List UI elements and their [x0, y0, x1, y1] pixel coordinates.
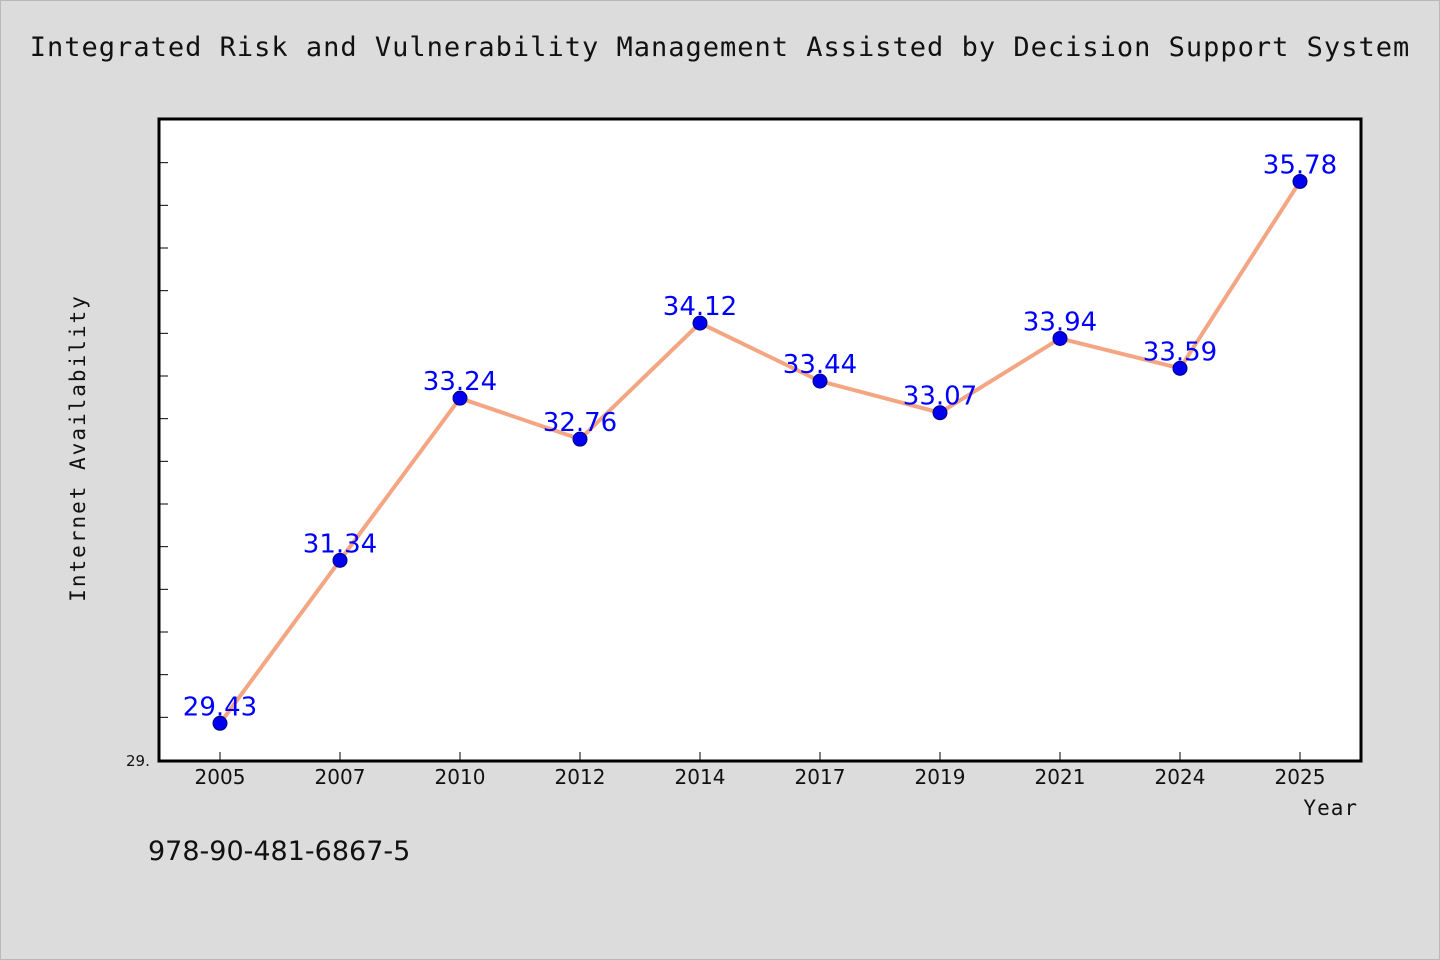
- y-axis-ticks: [160, 119, 168, 761]
- x-axis-title: Year: [1303, 796, 1358, 820]
- data-labels-group: 29.43 31.34 33.24 32.76 34.12 33.44 33.07 33.94…: [183, 150, 1337, 722]
- x-tick-label: 2021: [1035, 765, 1086, 789]
- x-axis-ticks: 2005 2007 2010 2012 2014 2017 2019 2021 2024 2025: [195, 752, 1326, 789]
- data-point: [1172, 360, 1188, 376]
- data-point: [332, 552, 348, 568]
- data-point: [572, 431, 588, 447]
- y-tick-label: 29.: [126, 752, 150, 770]
- x-tick-label: 2005: [195, 765, 246, 789]
- data-label: 33.44: [783, 350, 857, 380]
- data-label: 33.24: [423, 367, 497, 397]
- data-point: [452, 390, 468, 406]
- chart-title: Integrated Risk and Vulnerability Manage…: [29, 32, 1411, 63]
- data-point: [212, 715, 228, 731]
- plot-area: [157, 117, 1363, 763]
- data-point: [692, 315, 708, 331]
- x-tick-label: 2025: [1275, 765, 1326, 789]
- x-tick-label: 2017: [795, 765, 846, 789]
- x-tick-label: 2014: [675, 765, 726, 789]
- data-label: 33.94: [1023, 307, 1097, 337]
- data-point: [1052, 330, 1068, 346]
- x-tick-label: 2019: [915, 765, 966, 789]
- data-point: [812, 373, 828, 389]
- data-label: 29.43: [183, 692, 257, 722]
- data-point: [1292, 173, 1308, 189]
- isbn-text: 978-90-481-6867-5: [148, 836, 411, 867]
- data-label: 34.12: [663, 292, 737, 322]
- data-point: [932, 405, 948, 421]
- x-tick-label: 2012: [555, 765, 606, 789]
- series-line: [218, 179, 1302, 726]
- data-label: 33.59: [1143, 337, 1217, 367]
- data-label: 33.07: [903, 382, 977, 412]
- x-tick-label: 2024: [1155, 765, 1206, 789]
- x-tick-label: 2007: [315, 765, 366, 789]
- data-label: 31.34: [303, 529, 377, 559]
- data-label: 35.78: [1263, 150, 1337, 180]
- x-tick-label: 2010: [435, 765, 486, 789]
- data-markers: [212, 173, 1308, 731]
- data-label: 32.76: [543, 408, 617, 438]
